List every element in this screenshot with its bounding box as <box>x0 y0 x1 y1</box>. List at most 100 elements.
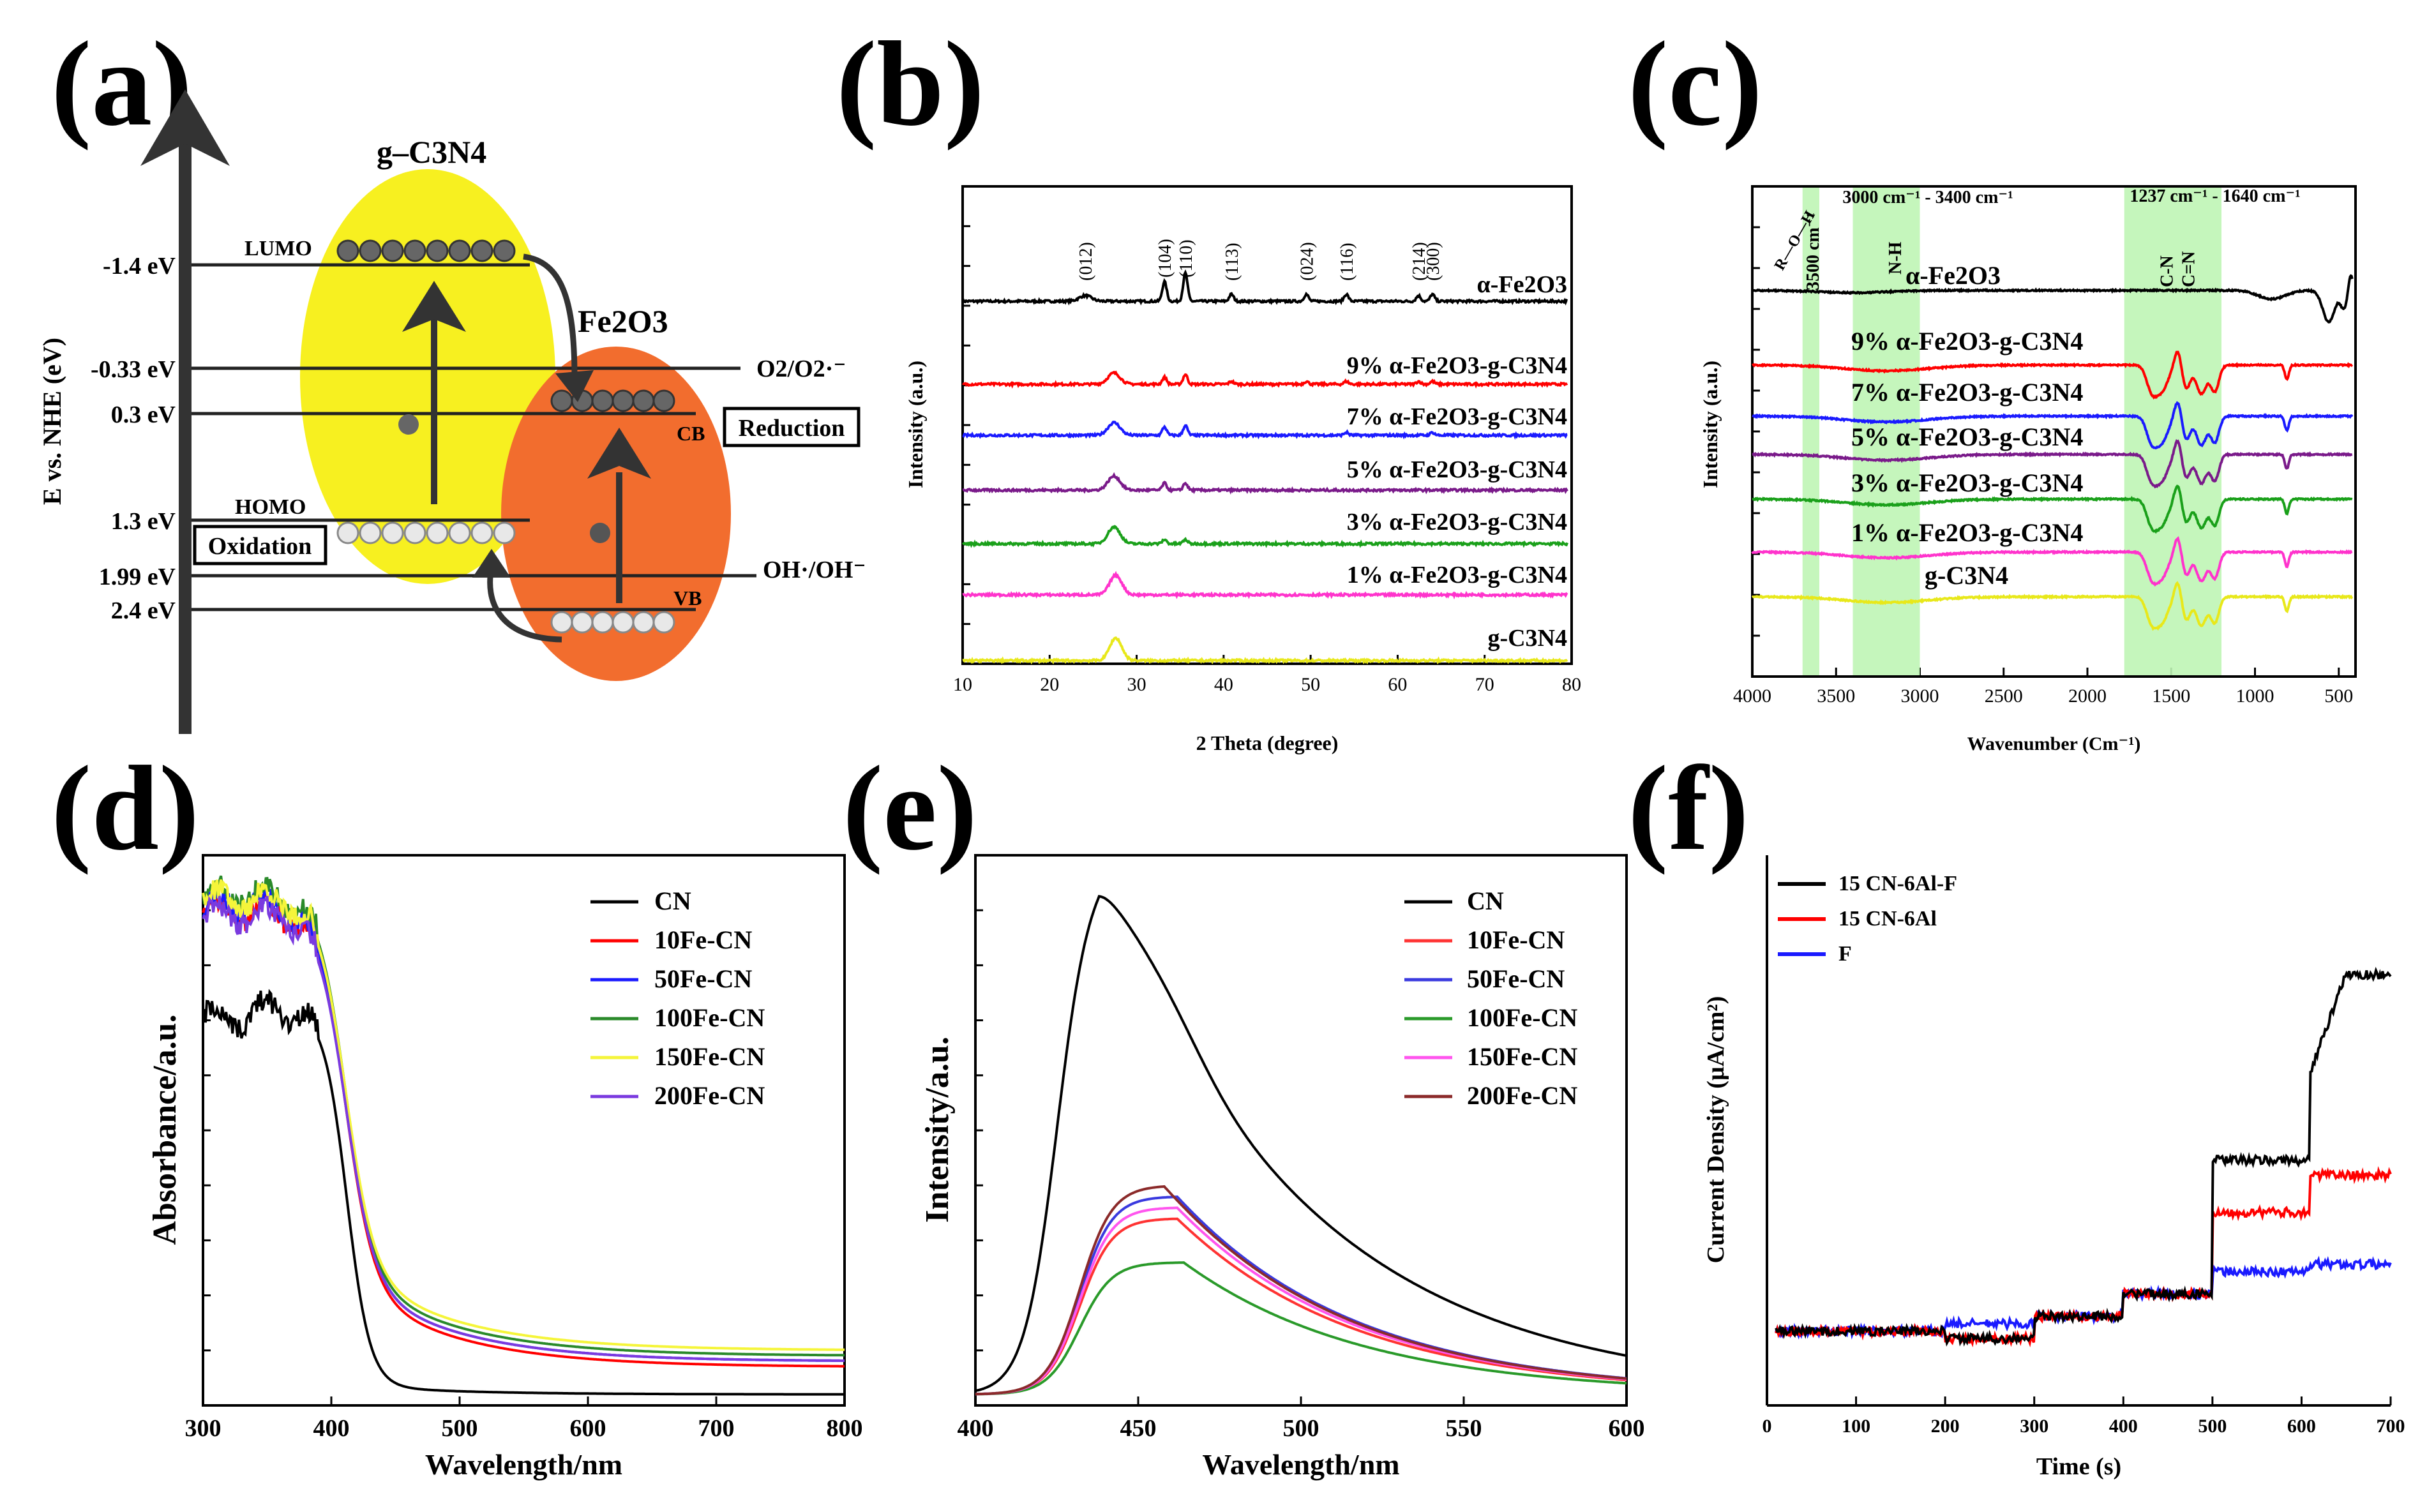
energy-level-label: 1.99 eV <box>99 564 176 590</box>
xrd-series-line <box>962 370 1568 389</box>
electron-dot <box>336 521 359 544</box>
electron-dot <box>470 239 493 262</box>
x-tick-label: 1500 <box>2152 685 2190 707</box>
oh-label: OH·/OH⁻ <box>763 557 866 583</box>
electron-dot <box>591 389 614 412</box>
x-tick-label: 40 <box>1214 674 1233 695</box>
x-tick-label: 10 <box>953 674 972 695</box>
gcn-oval <box>300 169 555 584</box>
xrd-series-label: 1% α-Fe2O3-g-C3N4 <box>1347 562 1567 588</box>
legend-label: 150Fe-CN <box>1467 1042 1577 1071</box>
hkl-label: (214) <box>1409 242 1429 281</box>
panel-label-c: (c) <box>1628 17 1762 151</box>
y-axis-title: Intensity (a.u.) <box>904 361 927 488</box>
gcn-hole-dot <box>398 414 419 435</box>
ftir-series-label: 1% α-Fe2O3-g-C3N4 <box>1851 518 2083 547</box>
panel-b-xrd: 10 20 30 40 50 60 70 80 2 Theta (degree) Intensit… <box>904 185 1581 754</box>
x-tick-label: 700 <box>698 1415 735 1442</box>
oxidation-label: Oxidation <box>208 533 312 560</box>
x-tick-label: 3000 <box>1901 685 1939 707</box>
electron-dot <box>591 611 614 634</box>
hkl-label: (113) <box>1222 243 1242 281</box>
axis-label-energy: E vs. NHE (eV) <box>38 338 66 505</box>
reduction-box <box>723 407 861 447</box>
xrd-series-line <box>962 571 1568 600</box>
xrd-series-line <box>962 421 1568 440</box>
x-tick-label: 1000 <box>2236 685 2274 707</box>
electron-dot <box>448 239 471 262</box>
electron-dot <box>470 521 493 544</box>
x-axis-title: Wavenumber (Cm⁻¹) <box>1967 733 2141 754</box>
hkl-label: (012) <box>1076 242 1096 281</box>
xrd-series-label: 7% α-Fe2O3-g-C3N4 <box>1347 403 1567 430</box>
x-tick-label: 600 <box>570 1415 606 1442</box>
band-annotation: C-N <box>2157 255 2177 287</box>
electron-dot <box>550 389 573 412</box>
ftir-series-line <box>1752 438 2353 489</box>
pl-series-line <box>975 1261 1627 1396</box>
panel-label-d: (d) <box>51 742 199 876</box>
electron-dot <box>612 389 635 412</box>
x-tick-label: 500 <box>442 1415 478 1442</box>
legend-label: 200Fe-CN <box>654 1081 765 1110</box>
x-tick-label: 500 <box>1283 1415 1319 1442</box>
ftir-series-line <box>1751 581 2354 631</box>
electron-dot <box>381 239 404 262</box>
electron-transfer-arrow <box>523 253 578 377</box>
energy-level-label: 1.3 eV <box>111 508 176 535</box>
ftir-series-line <box>1752 350 2354 400</box>
legend-label: 50Fe-CN <box>654 964 752 993</box>
x-axis-title: Wavelength/nm <box>1202 1448 1399 1481</box>
x-tick-label: 60 <box>1388 674 1407 695</box>
panel-c-ftir: 4000 3500 3000 2500 2000 1500 1000 500 3500 cm⁻¹… <box>1699 185 2357 754</box>
legend-label: 15 CN-6Al <box>1838 907 1937 931</box>
xrd-series-label: 9% α-Fe2O3-g-C3N4 <box>1347 352 1567 379</box>
electron-dot <box>426 521 449 544</box>
xrd-series-line <box>961 269 1568 306</box>
electron-transfer-arrowhead-icon <box>555 370 594 402</box>
energy-level-label: -1.4 eV <box>103 253 176 280</box>
x-axis-title: 2 Theta (degree) <box>1196 731 1339 754</box>
band-annotation: N-H <box>1886 241 1905 274</box>
electron-dot <box>448 521 471 544</box>
ftir-series-label: 7% α-Fe2O3-g-C3N4 <box>1851 378 2083 407</box>
xrd-series-label: 5% α-Fe2O3-g-C3N4 <box>1347 456 1567 483</box>
electron-dot <box>381 521 404 544</box>
o2-label: O2/O2·⁻ <box>756 356 846 382</box>
x-tick-label: 3500 <box>1817 685 1855 707</box>
hole-transfer-arrowhead-icon <box>472 549 511 578</box>
ftir-series-label: g-C3N4 <box>1925 561 2008 590</box>
x-tick-label: 600 <box>2287 1416 2316 1437</box>
x-tick-label: 20 <box>1040 674 1059 695</box>
legend-label: 15 CN-6Al-F <box>1838 872 1957 895</box>
y-axis-title: Absorbance/a.u. <box>147 1014 183 1245</box>
y-axis-title: Current Density (µA/cm²) <box>1702 996 1729 1264</box>
ftir-series-label: 3% α-Fe2O3-g-C3N4 <box>1851 468 2083 497</box>
panel-label-f: (f) <box>1628 742 1749 876</box>
electron-dot <box>632 611 655 634</box>
electron-dot <box>571 611 594 634</box>
hkl-label: (104) <box>1155 239 1175 278</box>
pl-series-line <box>975 895 1627 1393</box>
panel-d-uvvis: 300 400 500 600 700 800 Wavelength/nm Absorbanc… <box>147 854 863 1481</box>
legend-label: 100Fe-CN <box>1467 1003 1577 1032</box>
x-tick-label: 600 <box>1609 1415 1645 1442</box>
x-axis-title: Wavelength/nm <box>425 1448 622 1481</box>
fe-hole-dot <box>590 523 610 543</box>
uvvis-series-line <box>202 879 845 1351</box>
ftir-series-line <box>1751 536 2353 587</box>
energy-level-label: -0.33 eV <box>91 356 176 383</box>
xrd-series-line <box>962 636 1568 665</box>
x-tick-label: 450 <box>1120 1415 1157 1442</box>
ftir-series-label: 9% α-Fe2O3-g-C3N4 <box>1851 327 2083 356</box>
uvvis-series-line <box>202 875 845 1357</box>
band-label: 1237 cm⁻¹ - 1640 cm⁻¹ <box>2130 186 2300 206</box>
hkl-label: (116) <box>1337 243 1357 281</box>
electron-dot <box>359 521 382 544</box>
gcn-title: g–C3N4 <box>377 134 486 170</box>
band-label: 3500 cm⁻¹ <box>1803 213 1823 290</box>
pl-series-line <box>975 1217 1627 1396</box>
x-axis-title: Time (s) <box>2036 1453 2121 1480</box>
x-tick-label: 70 <box>1475 674 1494 695</box>
